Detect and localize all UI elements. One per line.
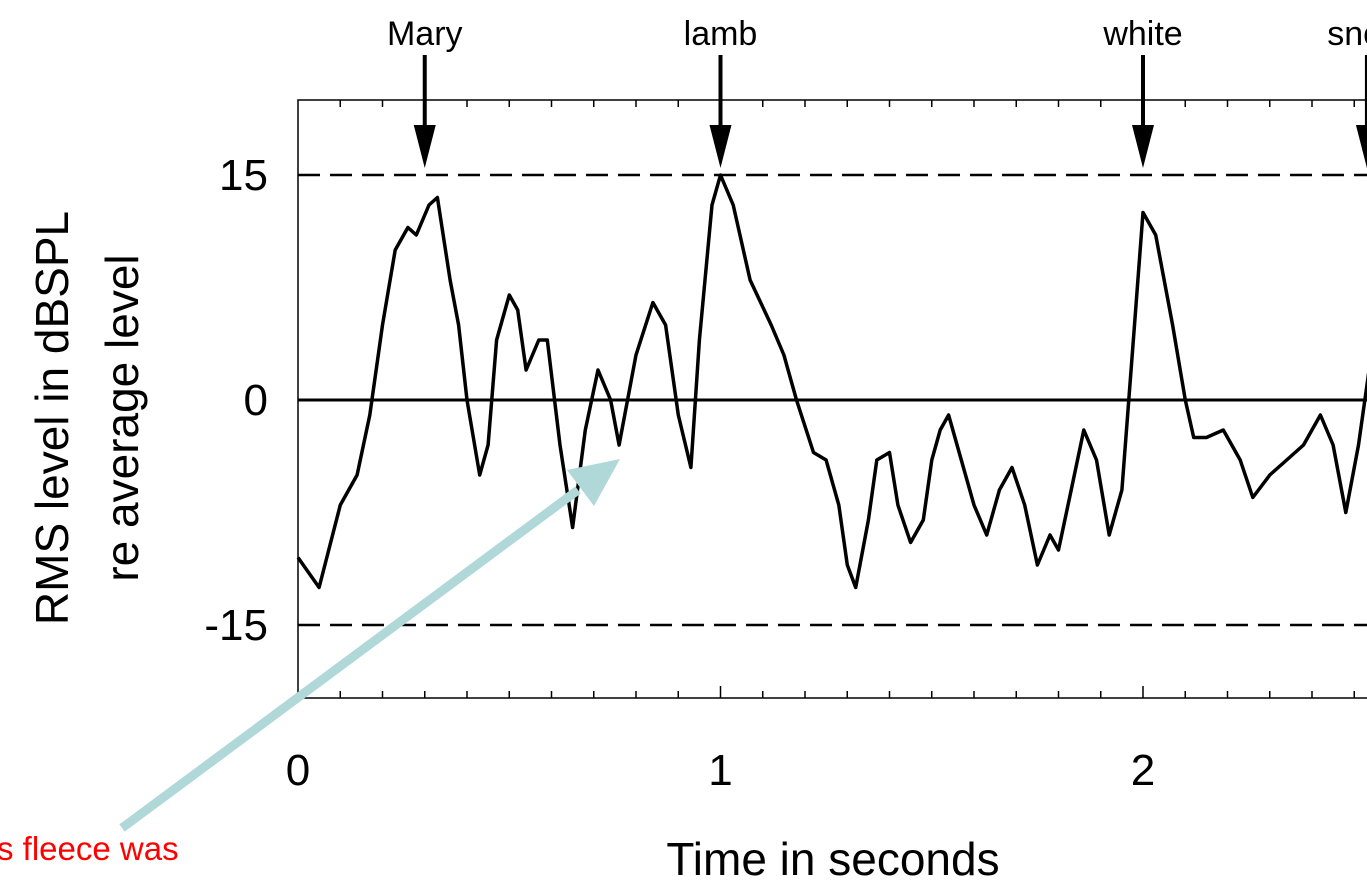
word-marker: lamb: [684, 15, 758, 168]
word-marker-arrowhead: [413, 125, 436, 168]
y-tick-label: -15: [204, 601, 268, 650]
y-tick-labels: 15 0 -15: [204, 151, 268, 650]
word-marker-arrowhead: [1132, 125, 1154, 168]
word-marker: snow: [1327, 15, 1367, 168]
word-marker-label: Mary: [387, 15, 463, 53]
y-axis-title: RMS level in dBSPL re average level: [26, 211, 148, 625]
x-tick-label: 0: [286, 746, 310, 795]
word-marker-arrowhead: [1355, 125, 1367, 168]
y-tick-label: 15: [219, 151, 268, 200]
word-marker-arrowhead: [709, 125, 732, 168]
callout-arrowhead: [567, 459, 620, 506]
word-marker: Mary: [387, 15, 463, 168]
x-tick-label: 2: [1131, 746, 1155, 795]
word-marker: white: [1102, 15, 1183, 168]
axis-ticks: [339, 100, 1355, 698]
word-marker-label: snow: [1327, 15, 1367, 53]
word-marker-label: lamb: [684, 15, 758, 53]
word-markers: MarylambwhitesnowMarylambgo: [387, 15, 1367, 168]
y-axis-title-line: re average level: [96, 254, 148, 581]
callout-text: s fleece was: [0, 830, 179, 867]
x-tick-label: 1: [708, 746, 732, 795]
x-tick-labels: 012345: [286, 746, 1155, 795]
x-axis-title: Time in seconds: [666, 833, 999, 885]
callout-arrow: [119, 486, 581, 832]
series-line: [296, 173, 1367, 590]
y-axis-title-line: RMS level in dBSPL: [26, 211, 78, 625]
y-tick-label: 0: [244, 376, 268, 425]
word-marker-label: white: [1102, 15, 1182, 53]
reference-lines: [298, 173, 1367, 627]
